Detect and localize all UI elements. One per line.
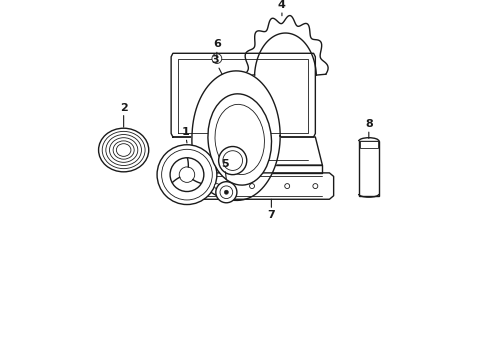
Text: 2: 2: [120, 103, 127, 127]
Polygon shape: [192, 71, 280, 201]
Ellipse shape: [102, 131, 145, 169]
Circle shape: [179, 167, 195, 183]
Text: 5: 5: [221, 159, 228, 180]
Polygon shape: [169, 173, 334, 199]
Circle shape: [249, 184, 254, 189]
Text: 7: 7: [268, 199, 275, 220]
Text: 6: 6: [213, 40, 221, 58]
Polygon shape: [168, 165, 322, 173]
Bar: [359, 141, 379, 196]
Text: 1: 1: [181, 127, 189, 143]
Circle shape: [170, 158, 204, 192]
Circle shape: [220, 186, 233, 199]
Bar: [360, 141, 378, 148]
Circle shape: [285, 184, 290, 189]
Text: 4: 4: [278, 0, 286, 16]
Circle shape: [313, 184, 318, 189]
Polygon shape: [171, 53, 316, 137]
Ellipse shape: [109, 138, 138, 162]
Circle shape: [223, 151, 243, 170]
Circle shape: [183, 184, 188, 189]
Circle shape: [212, 54, 222, 63]
Ellipse shape: [116, 144, 131, 156]
Text: 3: 3: [211, 55, 222, 75]
Ellipse shape: [219, 147, 247, 175]
Circle shape: [216, 182, 237, 203]
Circle shape: [162, 149, 212, 200]
Ellipse shape: [106, 135, 142, 166]
Ellipse shape: [208, 94, 271, 185]
Ellipse shape: [98, 128, 149, 172]
Polygon shape: [168, 137, 322, 165]
Circle shape: [157, 145, 217, 204]
Ellipse shape: [215, 104, 265, 175]
Polygon shape: [245, 15, 328, 76]
Ellipse shape: [113, 141, 134, 159]
Circle shape: [224, 190, 228, 194]
Circle shape: [215, 184, 220, 189]
Text: 8: 8: [365, 120, 373, 138]
